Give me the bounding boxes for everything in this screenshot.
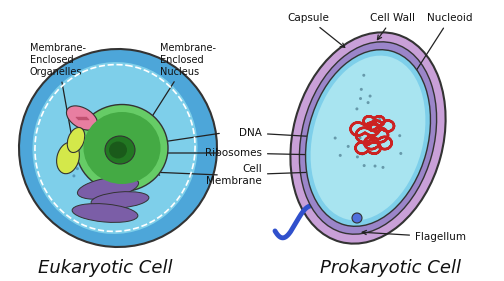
- Ellipse shape: [76, 105, 168, 191]
- Ellipse shape: [56, 142, 80, 174]
- Ellipse shape: [366, 101, 369, 104]
- Ellipse shape: [73, 175, 76, 177]
- Ellipse shape: [87, 119, 90, 122]
- Text: Membrane-
Enclosed
Nucleus: Membrane- Enclosed Nucleus: [134, 43, 216, 144]
- Text: Membrane-
Enclosed
Organelles: Membrane- Enclosed Organelles: [30, 43, 86, 151]
- Ellipse shape: [67, 128, 85, 153]
- Text: Flagellum: Flagellum: [362, 230, 466, 242]
- Ellipse shape: [398, 134, 401, 137]
- Ellipse shape: [375, 115, 379, 118]
- Ellipse shape: [19, 49, 217, 247]
- Ellipse shape: [109, 142, 127, 158]
- Text: DNA: DNA: [239, 128, 334, 140]
- Ellipse shape: [72, 203, 138, 223]
- Ellipse shape: [334, 137, 337, 140]
- Ellipse shape: [363, 164, 366, 167]
- Ellipse shape: [347, 145, 350, 148]
- Text: Cell Wall: Cell Wall: [370, 13, 415, 40]
- Ellipse shape: [84, 112, 160, 184]
- Ellipse shape: [128, 116, 131, 119]
- Ellipse shape: [99, 143, 102, 146]
- Ellipse shape: [310, 56, 425, 220]
- Ellipse shape: [89, 142, 92, 146]
- Ellipse shape: [111, 127, 114, 130]
- Ellipse shape: [139, 148, 142, 151]
- Ellipse shape: [358, 136, 361, 139]
- Ellipse shape: [299, 42, 436, 234]
- Ellipse shape: [339, 154, 342, 157]
- Ellipse shape: [355, 107, 358, 110]
- Ellipse shape: [148, 121, 151, 124]
- Ellipse shape: [113, 162, 116, 164]
- Ellipse shape: [380, 124, 383, 127]
- Text: Cell
Membrane: Cell Membrane: [206, 164, 314, 186]
- Ellipse shape: [32, 62, 198, 234]
- Ellipse shape: [361, 153, 364, 156]
- Ellipse shape: [356, 155, 359, 158]
- Ellipse shape: [372, 118, 375, 121]
- Ellipse shape: [360, 88, 363, 91]
- Ellipse shape: [368, 95, 371, 98]
- Ellipse shape: [290, 32, 446, 244]
- Ellipse shape: [76, 167, 79, 170]
- Ellipse shape: [362, 74, 365, 77]
- Ellipse shape: [127, 156, 130, 159]
- Ellipse shape: [91, 192, 149, 208]
- Ellipse shape: [105, 136, 135, 164]
- Text: Ribosomes: Ribosomes: [205, 148, 321, 158]
- Ellipse shape: [85, 117, 88, 121]
- Ellipse shape: [373, 165, 376, 167]
- Ellipse shape: [382, 166, 385, 169]
- Ellipse shape: [125, 110, 129, 113]
- Text: Capsule: Capsule: [287, 13, 345, 47]
- Ellipse shape: [378, 118, 381, 121]
- Ellipse shape: [359, 97, 362, 100]
- Ellipse shape: [352, 213, 362, 223]
- Ellipse shape: [78, 177, 139, 199]
- Ellipse shape: [67, 106, 98, 130]
- Ellipse shape: [362, 142, 365, 145]
- Text: Eukaryotic Cell: Eukaryotic Cell: [38, 259, 172, 277]
- Text: Nucleoid: Nucleoid: [407, 13, 473, 85]
- Ellipse shape: [305, 50, 430, 226]
- Ellipse shape: [399, 152, 402, 155]
- Ellipse shape: [105, 173, 108, 176]
- Text: Prokaryotic Cell: Prokaryotic Cell: [320, 259, 461, 277]
- Ellipse shape: [98, 132, 101, 135]
